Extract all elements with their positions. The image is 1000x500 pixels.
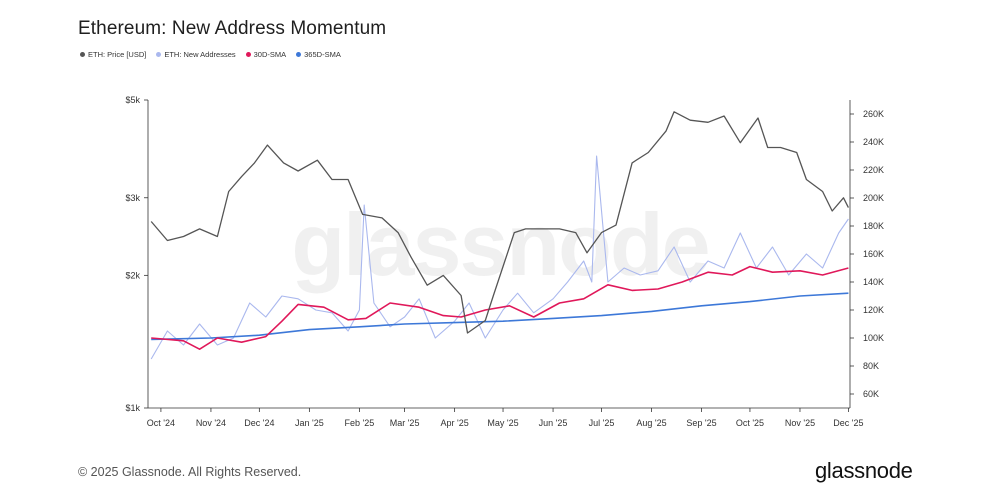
- sma-30d-line[interactable]: [151, 265, 849, 351]
- legend-item-new-addresses[interactable]: ETH: New Addresses: [156, 50, 236, 59]
- x-tick-label: Jul '25: [589, 418, 615, 428]
- legend-item-365d-sma[interactable]: 365D-SMA: [296, 50, 341, 59]
- chart-legend: ETH: Price [USD] ETH: New Addresses 30D-…: [80, 50, 341, 59]
- legend-label-365d-sma: 365D-SMA: [304, 50, 341, 59]
- left-tick-label: $1k: [125, 403, 140, 413]
- right-tick-label: 80K: [863, 361, 879, 371]
- right-tick-label: 60K: [863, 389, 879, 399]
- x-tick-label: Mar '25: [390, 418, 420, 428]
- series-group: [150, 111, 849, 360]
- copyright-text: © 2025 Glassnode. All Rights Reserved.: [78, 465, 302, 479]
- right-tick-label: 220K: [863, 165, 884, 175]
- legend-marker-365d-sma: [296, 52, 302, 57]
- x-axis-ticks: Oct '24 Nov '24 Dec '24 Jan '25 Feb '25 Mar '…: [147, 408, 864, 428]
- sma-365d-line[interactable]: [151, 292, 849, 341]
- right-tick-label: 160K: [863, 249, 884, 259]
- x-tick-label: Dec '24: [244, 418, 274, 428]
- watermark: glassnode: [291, 195, 708, 294]
- brand-logo[interactable]: glassnode: [815, 458, 913, 483]
- right-tick-label: 260K: [863, 109, 884, 119]
- left-tick-label: $2k: [125, 270, 140, 280]
- legend-label-price: ETH: Price [USD]: [88, 50, 147, 59]
- x-tick-label: Oct '24: [147, 418, 175, 428]
- legend-label-new-addresses: ETH: New Addresses: [164, 50, 236, 59]
- legend-label-30d-sma: 30D-SMA: [253, 50, 287, 59]
- left-tick-label: $5k: [125, 95, 140, 105]
- new-addresses-line[interactable]: [150, 155, 849, 360]
- x-tick-label: Nov '24: [196, 418, 226, 428]
- right-tick-label: 120K: [863, 305, 884, 315]
- x-tick-label: Apr '25: [440, 418, 468, 428]
- right-tick-label: 200K: [863, 193, 884, 203]
- chart-title: Ethereum: New Address Momentum: [78, 18, 387, 39]
- legend-item-30d-sma[interactable]: 30D-SMA: [245, 50, 287, 59]
- right-tick-label: 140K: [863, 277, 884, 287]
- legend-item-price[interactable]: ETH: Price [USD]: [80, 50, 146, 59]
- right-tick-label: 100K: [863, 333, 884, 343]
- x-tick-label: Jun '25: [539, 418, 568, 428]
- x-tick-label: Aug '25: [636, 418, 666, 428]
- x-tick-label: Oct '25: [736, 418, 764, 428]
- x-tick-label: Sep '25: [686, 418, 716, 428]
- x-tick-label: Jan '25: [295, 418, 324, 428]
- x-tick-label: Nov '25: [785, 418, 815, 428]
- x-tick-label: May '25: [487, 418, 518, 428]
- price-line[interactable]: [150, 111, 849, 334]
- legend-marker-30d-sma: [245, 52, 251, 57]
- x-tick-label: Dec '25: [833, 418, 863, 428]
- legend-marker-new-addresses: [156, 52, 162, 57]
- x-tick-label: Feb '25: [345, 418, 375, 428]
- right-axis-ticks: 60K 80K 100K 120K 140K 160K 180K 200K 220K 240K 26…: [850, 109, 884, 399]
- right-tick-label: 240K: [863, 137, 884, 147]
- legend-marker-price: [80, 52, 85, 57]
- left-axis-ticks: $1k $2k $3k $5k: [125, 95, 148, 413]
- left-tick-label: $3k: [125, 193, 140, 203]
- right-tick-label: 180K: [863, 221, 884, 231]
